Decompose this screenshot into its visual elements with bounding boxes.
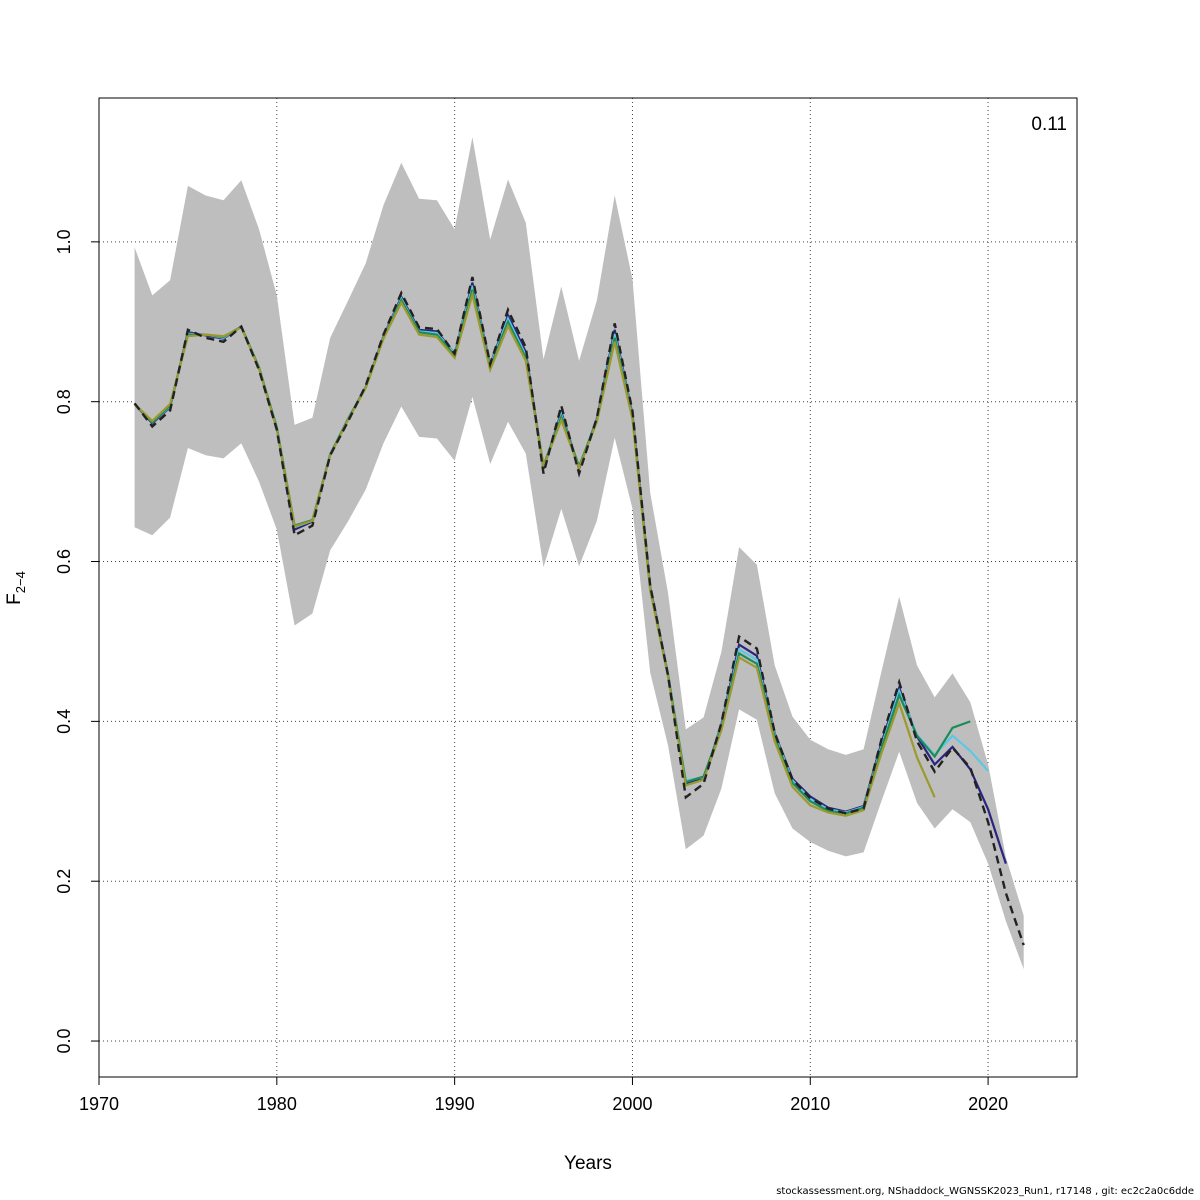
x-axis: 1970 1980 1990 2000 2010 2020: [79, 1077, 1008, 1114]
y-axis: 0.0 0.2 0.4 0.6 0.8 1.0: [54, 229, 99, 1054]
x-tick-label: 2000: [612, 1094, 652, 1114]
plot-frame: [98, 97, 1078, 1078]
series-line-0: [133, 276, 1025, 946]
y-tick-label: 0.8: [54, 389, 74, 414]
x-tick-label: 1970: [79, 1094, 119, 1114]
x-tick-label: 2010: [790, 1094, 830, 1114]
footer-credit: stockassessment.org, NShaddock_WGNSSK202…: [776, 1186, 1194, 1197]
mohn-rho-annotation: 0.11: [1031, 114, 1067, 135]
series-layer: [133, 276, 1025, 946]
confidence-band-layer: [134, 137, 1024, 970]
x-tick-label: 1980: [257, 1094, 297, 1114]
y-tick-label: 0.0: [54, 1028, 74, 1053]
y-tick-label: 1.0: [54, 229, 74, 254]
x-axis-title: Years: [564, 1153, 612, 1174]
y-tick-label: 0.4: [54, 709, 74, 734]
confidence-band: [134, 137, 1024, 970]
y-axis-title: F2−4: [4, 571, 28, 605]
x-tick-label: 1990: [435, 1094, 475, 1114]
x-tick-label: 2020: [968, 1094, 1008, 1114]
y-axis-title-main: F: [4, 593, 25, 605]
y-axis-title-subscript: 2−4: [13, 571, 28, 593]
y-tick-label: 0.6: [54, 549, 74, 574]
y-tick-label: 0.2: [54, 869, 74, 894]
